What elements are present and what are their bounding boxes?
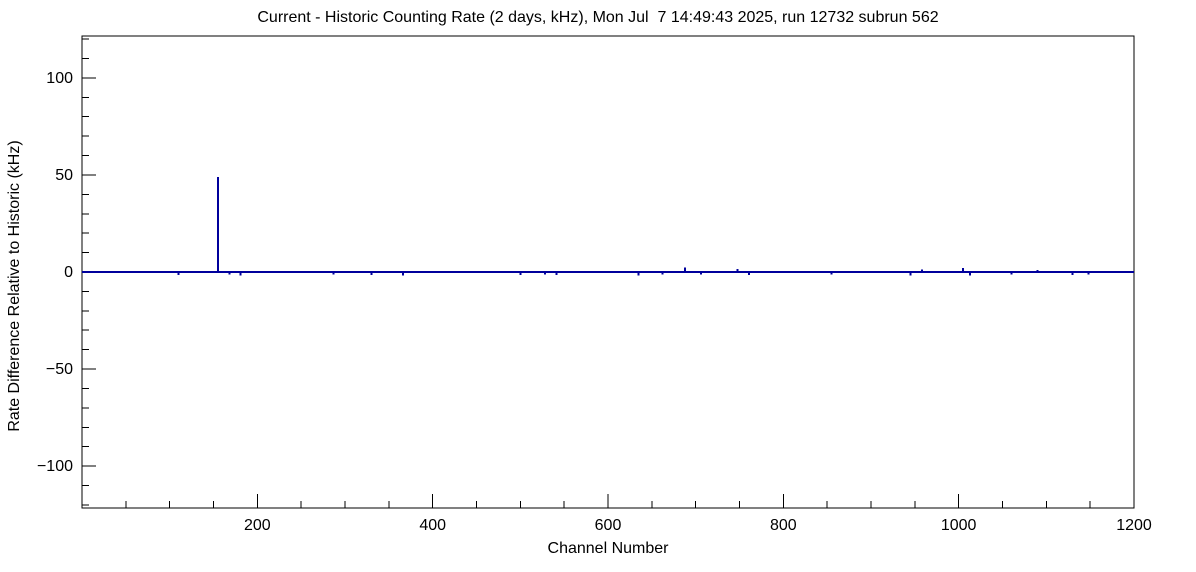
svg-text:800: 800 <box>770 517 797 534</box>
svg-text:200: 200 <box>244 517 271 534</box>
x-axis-ticks <box>125 494 1135 508</box>
y-axis-label: Rate Difference Relative to Historic (kH… <box>6 140 23 432</box>
svg-text:1000: 1000 <box>941 517 977 534</box>
svg-text:1200: 1200 <box>1116 517 1152 534</box>
svg-text:−50: −50 <box>46 361 73 378</box>
svg-text:−100: −100 <box>37 458 73 475</box>
chart-title: Current - Historic Counting Rate (2 days… <box>257 9 939 26</box>
data-series-line <box>82 176 1134 276</box>
svg-text:400: 400 <box>419 517 446 534</box>
x-axis-tick-labels: 200 400 600 800 1000 1200 <box>244 517 1152 534</box>
svg-text:100: 100 <box>46 70 73 87</box>
svg-text:600: 600 <box>595 517 622 534</box>
svg-text:50: 50 <box>55 167 73 184</box>
x-axis-label: Channel Number <box>547 540 669 557</box>
svg-text:0: 0 <box>64 264 73 281</box>
y-axis-tick-labels: −100 −50 0 50 100 <box>37 70 73 475</box>
